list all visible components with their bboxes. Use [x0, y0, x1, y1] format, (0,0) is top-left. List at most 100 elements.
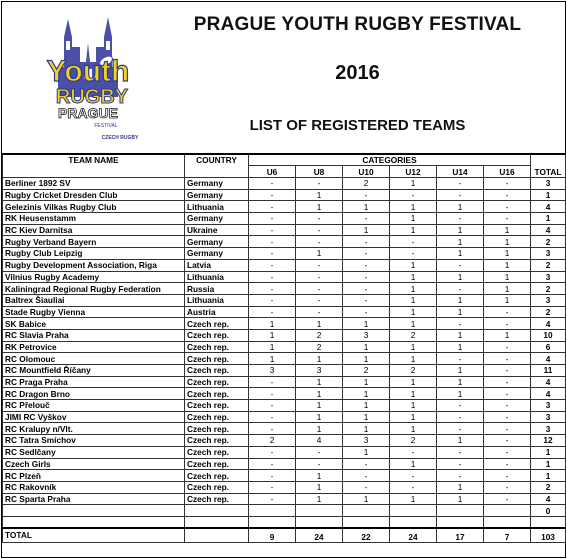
row-total-cell: 2 — [530, 305, 566, 319]
table-row: RC Praga Praha Czech rep. -1 1 1 1-4 — [2, 375, 566, 389]
category-count-cell: - — [483, 387, 531, 401]
category-count-cell: - — [248, 235, 296, 249]
category-count-cell: 1 — [436, 434, 484, 447]
table-row: RC Rakovník Czech rep. -1- -1-2 — [2, 480, 566, 494]
table-row: RC Kiev Darnitsa Ukraine - -1 1 1 1 4 — [2, 223, 566, 237]
team-name-cell: Berliner 1892 SV — [2, 177, 185, 190]
category-count-cell — [436, 515, 484, 529]
category-count-cell: - — [248, 282, 296, 295]
table-row: RC Olomouc Czech rep. 1 1 1 1- -4 — [2, 352, 566, 365]
category-count-cell: - — [483, 469, 531, 482]
category-count-cell: - — [483, 445, 531, 459]
category-count-cell: - — [248, 305, 296, 319]
category-count-cell: - — [295, 282, 343, 295]
row-total-cell: 4 — [530, 223, 566, 237]
category-count-cell: - — [389, 480, 437, 494]
row-total-cell: 4 — [530, 352, 566, 365]
category-count-cell: 1 — [436, 200, 484, 214]
category-count-cell: - — [483, 480, 531, 494]
country-cell: Czech rep. — [184, 387, 249, 401]
category-total-cell: 7 — [483, 527, 531, 543]
category-count-cell: - — [248, 445, 296, 459]
country-cell: Czech rep. — [184, 328, 249, 342]
category-header-u12: U12 — [389, 165, 437, 178]
category-count-cell: 1 — [342, 445, 390, 459]
team-name-cell: Czech Girls — [2, 457, 185, 471]
category-count-cell: - — [295, 445, 343, 459]
page-title: PRAGUE YOUTH RUGBY FESTIVAL — [193, 14, 522, 35]
category-total-cell: 17 — [436, 527, 484, 543]
category-count-cell: 2 — [342, 177, 390, 190]
table-row: RK Heusenstamm Germany - - -1- -1 — [2, 212, 566, 225]
category-count-cell: 1 — [389, 282, 437, 295]
category-count-cell: - — [436, 317, 484, 330]
country-cell — [184, 504, 249, 517]
category-count-cell: 3 — [342, 328, 390, 342]
table-row: RC Přelouč Czech rep. -1 1 1- -3 — [2, 399, 566, 412]
team-name-cell: Baltrex Šiauliai — [2, 293, 185, 307]
category-count-cell: 1 — [389, 200, 437, 214]
row-total-cell: 4 — [530, 375, 566, 389]
category-count-cell: 1 — [436, 364, 484, 377]
page-subtitle: LIST OF REGISTERED TEAMS — [249, 117, 466, 134]
category-count-cell: 1 — [295, 352, 343, 365]
category-count-cell: 1 — [389, 305, 437, 319]
category-count-cell: - — [436, 177, 484, 190]
team-name-cell: RC Tatra Smíchov — [2, 434, 185, 447]
row-total-cell: 4 — [530, 317, 566, 330]
table-row: Kaliningrad Regional Rugby Federation Rus… — [2, 282, 566, 295]
category-count-cell: 1 — [436, 293, 484, 307]
category-count-cell: - — [389, 445, 437, 459]
category-header-u8: U8 — [295, 165, 343, 178]
table-row: Vilnius Rugby Academy Lithuania - - -1 1 1 3 — [2, 270, 566, 284]
category-count-cell: 1 — [389, 212, 437, 225]
team-name-cell: Kaliningrad Regional Rugby Federation — [2, 282, 185, 295]
row-total-cell: 3 — [530, 399, 566, 412]
totals-row: TOTAL 9 24 22 24 17 7 103 — [2, 527, 566, 543]
category-count-cell: - — [483, 188, 531, 202]
category-count-cell: 1 — [342, 387, 390, 401]
category-count-cell: - — [483, 317, 531, 330]
country-cell: Lithuania — [184, 270, 249, 284]
table-row: RK Petrovice Czech rep. 1 2 1 1 1-6 — [2, 340, 566, 354]
category-count-cell: 1 — [248, 317, 296, 330]
category-count-cell: - — [248, 223, 296, 237]
country-cell: Czech rep. — [184, 317, 249, 330]
category-count-cell: 2 — [389, 364, 437, 377]
category-count-cell: 1 — [295, 247, 343, 260]
table-row: RC Sedlčany Czech rep. - -1- - -1 — [2, 445, 566, 459]
category-count-cell: 3 — [295, 364, 343, 377]
team-name-cell: Rugby Cricket Dresden Club — [2, 188, 185, 202]
category-count-cell: - — [248, 492, 296, 506]
table-row: RC Sparta Praha Czech rep. -1 1 1 1-4 — [2, 492, 566, 506]
category-count-cell: 1 — [295, 375, 343, 389]
category-header-u16: U16 — [483, 165, 531, 178]
category-count-cell: 1 — [295, 399, 343, 412]
category-count-cell — [389, 515, 437, 529]
category-count-cell — [483, 504, 531, 517]
category-count-cell: - — [483, 352, 531, 365]
country-cell: Czech rep. — [184, 457, 249, 471]
category-count-cell: - — [295, 457, 343, 471]
category-count-cell: 1 — [342, 492, 390, 506]
team-name-cell: RC Rakovník — [2, 480, 185, 494]
totals-label: TOTAL — [2, 527, 185, 543]
category-count-cell: - — [248, 422, 296, 436]
country-cell: Czech rep. — [184, 352, 249, 365]
category-count-cell: 1 — [436, 235, 484, 249]
category-count-cell: - — [342, 305, 390, 319]
row-total-cell: 3 — [530, 177, 566, 190]
row-total-cell: 4 — [530, 200, 566, 214]
category-count-cell: 1 — [483, 328, 531, 342]
team-name-cell: RK Heusenstamm — [2, 212, 185, 225]
category-count-cell: 1 — [436, 375, 484, 389]
row-total-cell: 3 — [530, 293, 566, 307]
registered-teams-table: TEAM NAME COUNTRY CATEGORIES TOTAL U6 U8 U… — [2, 153, 566, 543]
category-count-cell: 1 — [295, 469, 343, 482]
country-cell: Germany — [184, 177, 249, 190]
team-name-cell: SK Babice — [2, 317, 185, 330]
table-row: Berliner 1892 SV Germany - -2 1- -3 — [2, 177, 566, 190]
category-count-cell: 1 — [483, 293, 531, 307]
category-count-cell: 1 — [342, 317, 390, 330]
category-count-cell: - — [248, 480, 296, 494]
